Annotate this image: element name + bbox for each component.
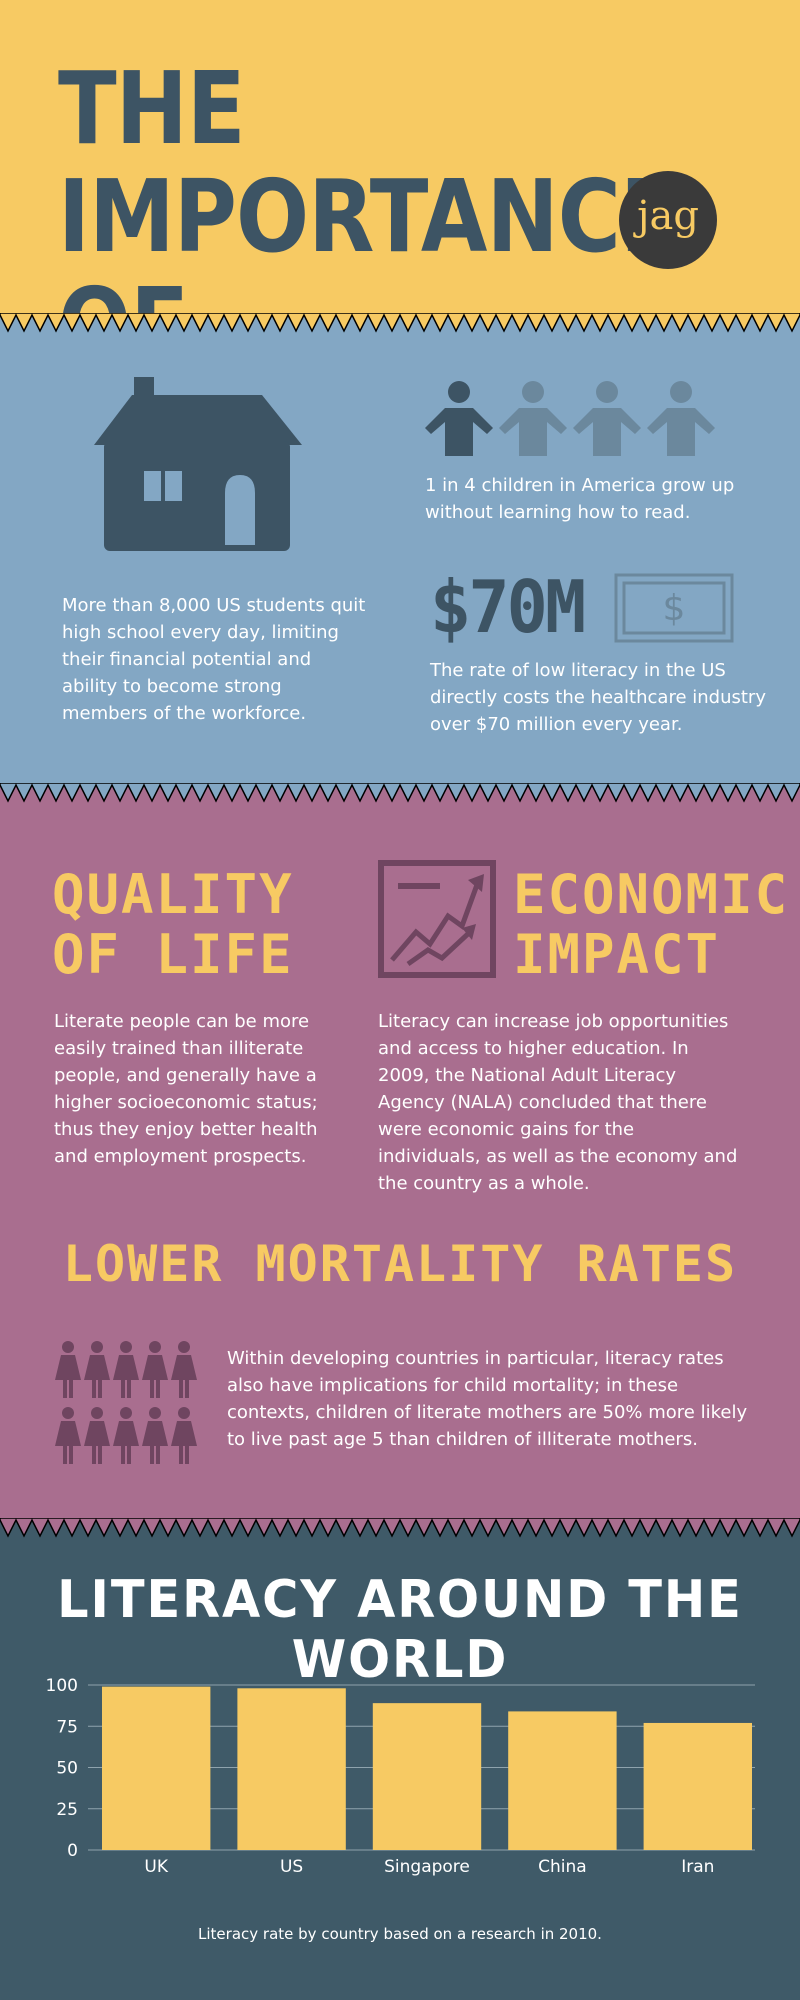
world-title: LITERACY AROUND THE WORLD <box>57 1570 743 1690</box>
bar-iran <box>643 1722 752 1850</box>
y-tick-label: 100 <box>46 1676 78 1696</box>
bar-singapore <box>372 1703 482 1850</box>
house-icon <box>94 377 302 551</box>
quality-heading-line-2: OF LIFE <box>52 923 294 986</box>
title-line-1: THE IMPORTANCE <box>58 50 679 275</box>
woman-figure <box>113 1341 139 1398</box>
benefits-section: QUALITY OF LIFE Literate people can be m… <box>0 783 800 1530</box>
title-section: THE IMPORTANCE OF LITERACY jag <box>0 0 800 487</box>
y-tick-label: 50 <box>56 1759 78 1779</box>
cost-stat-text: The rate of low literacy in the US direc… <box>430 660 766 735</box>
x-tick-label: US <box>280 1857 303 1877</box>
mortality-heading: LOWER MORTALITY RATES <box>62 1235 738 1293</box>
woman-figure <box>84 1341 110 1398</box>
economic-heading-line-2: IMPACT <box>513 923 721 986</box>
jag-logo: jag <box>619 171 717 269</box>
cost-stat-value: $70M <box>430 565 586 649</box>
y-tick-label: 0 <box>67 1841 78 1861</box>
chart-caption: Literacy rate by country based on a rese… <box>198 1925 602 1943</box>
y-tick-label: 25 <box>56 1800 78 1820</box>
x-tick-label: China <box>538 1857 587 1877</box>
bar-us <box>237 1688 346 1850</box>
economic-heading: ECONOMIC IMPACT <box>513 865 789 985</box>
economic-text: Literacy can increase job opportunities … <box>378 1011 738 1194</box>
quality-text: Literate people can be more easily train… <box>54 1011 318 1167</box>
bar-uk <box>102 1686 211 1850</box>
quality-heading-line-1: QUALITY <box>52 863 294 926</box>
dropout-stat-text: More than 8,000 US students quit high sc… <box>62 595 366 724</box>
woman-figure <box>84 1407 110 1464</box>
dollar-bill-icon: $ <box>614 573 734 643</box>
women-icon <box>55 1341 197 1464</box>
woman-figure <box>171 1407 197 1464</box>
stats-section: 1 in 4 children in America grow up witho… <box>0 313 800 795</box>
woman-figure <box>55 1341 81 1398</box>
economic-heading-line-1: ECONOMIC <box>513 863 790 926</box>
children-stat-text: 1 in 4 children in America grow up witho… <box>425 475 735 523</box>
zigzag-divider-middle <box>0 783 800 803</box>
zigzag-divider-bottom <box>0 1518 800 1538</box>
growth-chart-icon <box>378 860 496 978</box>
woman-figure <box>171 1341 197 1398</box>
x-tick-label: Singapore <box>384 1857 470 1877</box>
literacy-bar-chart: 0 25 50 75 100 UK US Singapore China Iran <box>46 1676 755 1877</box>
x-tick-label: UK <box>144 1857 168 1877</box>
x-tick-label: Iran <box>681 1857 714 1877</box>
bar-china <box>508 1711 617 1850</box>
mortality-text: Within developing countries in particula… <box>227 1348 748 1450</box>
woman-figure <box>55 1407 81 1464</box>
woman-figure <box>142 1407 168 1464</box>
woman-figure <box>113 1407 139 1464</box>
zigzag-divider-top <box>0 313 800 333</box>
y-tick-label: 75 <box>56 1717 78 1737</box>
woman-figure <box>142 1341 168 1398</box>
children-icon <box>425 381 715 456</box>
svg-text:$: $ <box>663 588 686 629</box>
quality-heading: QUALITY OF LIFE <box>52 865 294 985</box>
